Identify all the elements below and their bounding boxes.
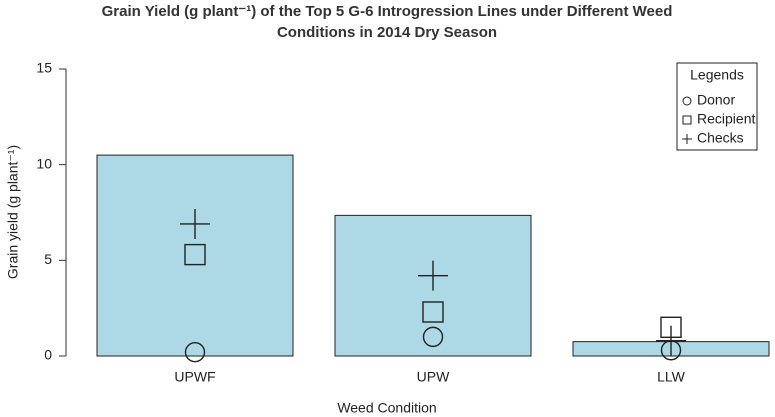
y-axis-label: Grain yield (g plant⁻¹) [5,145,21,279]
checks-point [418,260,448,291]
legend-title: Legends [690,67,744,83]
legend-label: Donor [697,92,735,108]
legend-marker [682,115,692,125]
chart-title: Grain Yield (g plant⁻¹) of the Top 5 G-6… [102,3,673,20]
donor-point [422,326,444,348]
legend-marker [682,96,692,106]
legend-box [676,62,758,151]
legend-label: Checks [697,130,744,146]
x-tick-label: UPWF [174,369,215,385]
bar [96,154,294,357]
donor-point [184,341,206,363]
recipient-point [422,301,444,323]
y-tick-label: 10 [36,155,52,171]
x-tick-label: UPW [417,369,450,385]
x-tick-label: LLW [657,369,686,385]
x-axis-label: Weed Condition [337,400,436,416]
y-tick-label: 5 [44,251,52,267]
legend-marker [682,134,692,144]
y-tick-label: 0 [44,347,52,363]
checks-point [656,325,686,356]
checks-point [180,208,210,239]
y-tick-label: 15 [36,60,52,76]
legend-label: Recipient [697,111,755,127]
recipient-point [184,243,206,266]
chart-title: Conditions in 2014 Dry Season [277,24,497,41]
